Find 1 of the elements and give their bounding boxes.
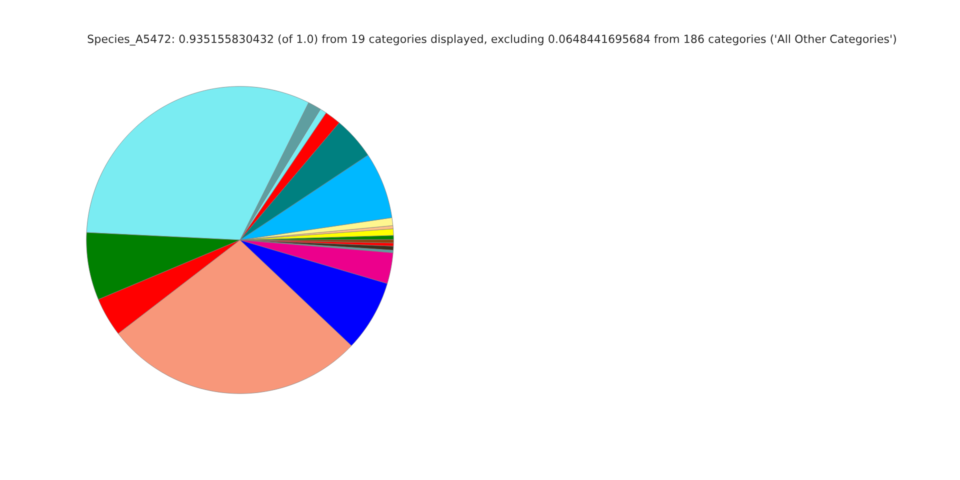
text: Species_A5472: 0.935155830432 (of 1.0) from 19 categories displayed, excluding 0.0648441695684 from 186 categories ('All Other Categories'): [88, 34, 896, 46]
